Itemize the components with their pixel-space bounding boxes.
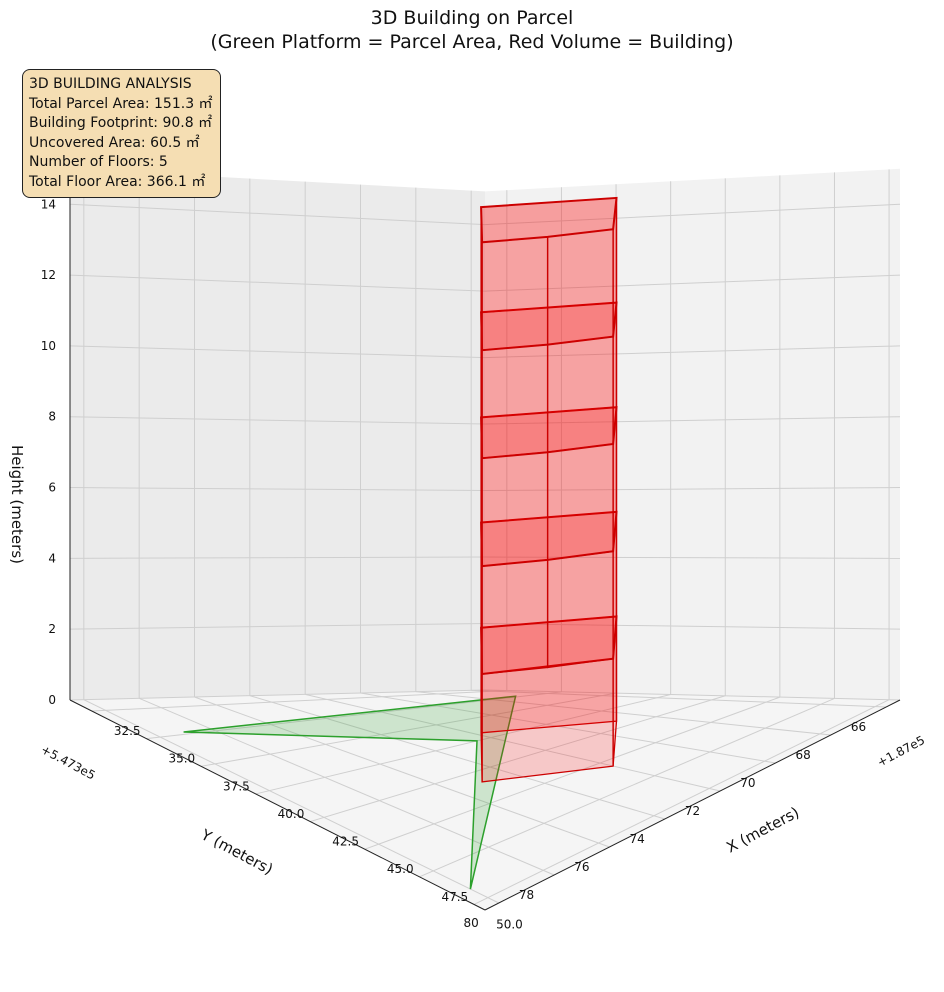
z-tick-label: 12 xyxy=(41,268,56,282)
z-tick-label: 6 xyxy=(48,481,56,495)
gridline-z-ywall xyxy=(69,487,486,492)
y-tick-label: 80 xyxy=(464,916,479,930)
info-box: 3D BUILDING ANALYSIS Total Parcel Area: … xyxy=(22,69,221,198)
x-axis-line xyxy=(69,699,486,911)
x-axis-label: X (meters) xyxy=(723,803,802,856)
building-wall xyxy=(546,335,614,453)
z-tick-label: 0 xyxy=(48,693,56,707)
gridline-z-ywall xyxy=(69,689,486,701)
chart-title: 3D Building on Parcel xyxy=(370,7,574,29)
building-wall xyxy=(546,443,614,561)
gridline-z-ywall xyxy=(69,416,486,425)
gridline-z-xwall xyxy=(484,203,901,226)
y-axis-line xyxy=(484,699,901,911)
building-layer xyxy=(480,196,618,783)
gridline-y-floor xyxy=(471,689,887,708)
gridline-z-xwall xyxy=(484,556,901,559)
building-wall xyxy=(481,451,549,567)
y-axis-label: Y (meters) xyxy=(197,825,276,878)
gridline-z-xwall xyxy=(484,623,901,630)
z-tick-label: 10 xyxy=(41,339,56,353)
pane-yz xyxy=(70,168,485,701)
z-tick-label: 14 xyxy=(41,197,56,211)
z-tick-label: 8 xyxy=(48,410,56,424)
x-tick-label: 37.5 xyxy=(223,779,250,793)
info-heading: 3D BUILDING ANALYSIS xyxy=(29,76,192,92)
chart-subtitle: (Green Platform = Parcel Area, Red Volum… xyxy=(210,31,734,53)
gridline-z-ywall xyxy=(69,623,486,630)
building-wall xyxy=(546,550,614,669)
gridline-z-ywall xyxy=(69,345,486,359)
gridline-z-ywall xyxy=(69,203,486,226)
y-tick-label: 66 xyxy=(851,720,866,734)
floor-slab xyxy=(480,196,618,244)
info-line-footprint: Building Footprint: 90.8 ㎡ xyxy=(29,115,213,132)
x-tick-label: 45.0 xyxy=(387,862,414,876)
gridline-y-floor xyxy=(138,697,555,876)
gridline-y-floor xyxy=(360,692,776,764)
gridline-z-xwall xyxy=(484,274,901,292)
info-line-parcel-area: Total Parcel Area: 151.3 ㎡ xyxy=(29,95,213,112)
gridline-z-xwall xyxy=(484,345,901,359)
building-wall xyxy=(481,559,549,675)
y-tick-label: 68 xyxy=(796,748,811,762)
y-tick-label: 74 xyxy=(630,832,645,846)
gridline-z-xwall xyxy=(484,689,901,701)
y-tick-label: 72 xyxy=(685,804,700,818)
building-wall xyxy=(481,236,549,351)
gridline-y-floor xyxy=(194,696,610,848)
building-wall xyxy=(481,343,549,459)
pane-floor xyxy=(70,690,900,910)
z-tick-label: 4 xyxy=(48,551,56,565)
building-wall xyxy=(546,228,614,346)
y-offset-label: +5.473e5 xyxy=(39,742,98,782)
gridline-z-ywall xyxy=(69,274,486,292)
gridline-y-floor xyxy=(249,695,665,820)
info-line-floor-area: Total Floor Area: 366.1 ㎡ xyxy=(29,173,206,190)
x-tick-label: 47.5 xyxy=(441,890,468,904)
z-axis-label: Height (meters) xyxy=(8,445,26,564)
x-tick-label: 40.0 xyxy=(278,807,305,821)
axis-lines xyxy=(69,168,901,911)
gridline-z-xwall xyxy=(484,416,901,425)
z-tick-label: 2 xyxy=(48,622,56,636)
info-line-floors: Number of Floors: 5 xyxy=(29,154,168,171)
y-tick-label: 78 xyxy=(519,888,534,902)
building-wall xyxy=(481,657,614,783)
x-tick-label: 50.0 xyxy=(496,917,523,931)
gridline-y-floor xyxy=(305,693,721,792)
pane-xz xyxy=(485,168,900,701)
x-tick-label: 35.0 xyxy=(168,752,195,766)
axis-panes xyxy=(70,168,900,910)
x-offset-label: +1.87e5 xyxy=(875,733,927,770)
y-tick-label: 70 xyxy=(740,776,755,790)
y-tick-label: 76 xyxy=(574,860,589,874)
x-tick-label: 42.5 xyxy=(332,835,359,849)
gridline-z-ywall xyxy=(69,556,486,559)
gridline-z-xwall xyxy=(484,487,901,492)
x-tick-label: 32.5 xyxy=(114,724,141,738)
gridline-y-floor xyxy=(83,699,500,904)
info-line-uncovered: Uncovered Area: 60.5 ㎡ xyxy=(29,134,200,151)
